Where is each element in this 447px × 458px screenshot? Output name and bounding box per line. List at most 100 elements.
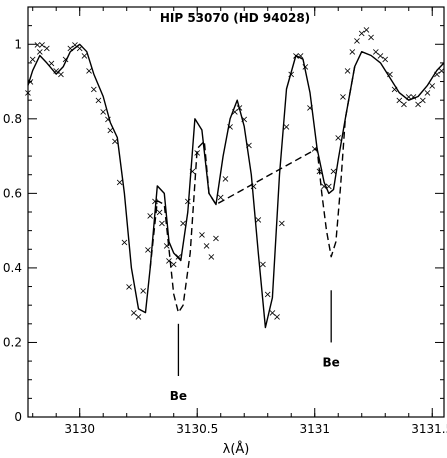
observed-point: × bbox=[202, 241, 210, 252]
observed-point: × bbox=[33, 40, 41, 51]
observed-point: × bbox=[80, 51, 88, 62]
observed-point: × bbox=[61, 55, 69, 66]
observed-point: × bbox=[104, 114, 112, 125]
observed-point: × bbox=[231, 107, 239, 118]
observed-point: × bbox=[376, 51, 384, 62]
observed-point: × bbox=[339, 92, 347, 103]
observed-point: × bbox=[76, 44, 84, 55]
observed-point: × bbox=[165, 256, 173, 267]
observed-point: × bbox=[278, 219, 286, 230]
y-tick-label: 0 bbox=[14, 410, 22, 424]
observed-point: × bbox=[106, 126, 114, 137]
observed-point: × bbox=[395, 96, 403, 107]
x-tick-label: 3131.5 bbox=[411, 422, 447, 436]
observed-point: × bbox=[362, 25, 370, 36]
observed-point: × bbox=[343, 66, 351, 77]
observed-point: × bbox=[188, 167, 196, 178]
observed-point: × bbox=[367, 32, 375, 43]
observed-point: × bbox=[139, 286, 147, 297]
observed-point: × bbox=[226, 122, 234, 133]
observed-point: × bbox=[90, 85, 98, 96]
observed-point: × bbox=[334, 133, 342, 144]
x-axis-label: λ(Å) bbox=[223, 441, 250, 457]
observed-point: × bbox=[381, 55, 389, 66]
chart-title: HIP 53070 (HD 94028) bbox=[160, 11, 310, 25]
observed-point: × bbox=[207, 252, 215, 263]
observed-point: × bbox=[428, 81, 436, 92]
y-tick-label: 0.6 bbox=[3, 186, 22, 200]
x-tick-label: 3130 bbox=[64, 422, 95, 436]
y-axis: 0 0.2 0.4 0.6 0.8 1 bbox=[3, 6, 444, 424]
observed-point: × bbox=[99, 107, 107, 118]
observed-point: × bbox=[144, 245, 152, 256]
observed-point: × bbox=[94, 96, 102, 107]
observed-point: × bbox=[390, 85, 398, 96]
observed-point: × bbox=[409, 92, 417, 103]
observed-point: × bbox=[179, 219, 187, 230]
observed-point: × bbox=[170, 260, 178, 271]
observed-point: × bbox=[221, 174, 229, 185]
observed-point: × bbox=[292, 51, 300, 62]
observed-point: × bbox=[306, 103, 314, 114]
plot-area: ××××××××××××××××××××××××××××××××××××××××… bbox=[24, 25, 446, 329]
observed-point: × bbox=[325, 181, 333, 192]
observed-point: × bbox=[174, 252, 182, 263]
observed-point: × bbox=[423, 88, 431, 99]
observed-point: × bbox=[419, 96, 427, 107]
observed-point: × bbox=[85, 66, 93, 77]
observed-point: × bbox=[111, 137, 119, 148]
observed-point: × bbox=[66, 44, 74, 55]
observed-point: × bbox=[353, 36, 361, 47]
observed-point: × bbox=[358, 29, 366, 40]
observed-point: × bbox=[193, 148, 201, 159]
observed-point: × bbox=[151, 196, 159, 207]
observed-point: × bbox=[71, 40, 79, 51]
observed-point: × bbox=[198, 230, 206, 241]
observed-point: × bbox=[116, 178, 124, 189]
series-line-2 bbox=[149, 66, 356, 314]
observed-point: × bbox=[249, 181, 257, 192]
y-tick-label: 0.4 bbox=[3, 261, 22, 275]
observed-point: × bbox=[315, 167, 323, 178]
observed-point: × bbox=[386, 70, 394, 81]
observed-point: × bbox=[212, 234, 220, 245]
x-axis: 3130 3130.5 3131 3131.5 bbox=[32, 7, 447, 436]
observed-point: × bbox=[146, 211, 154, 222]
be-annotation-label: Be bbox=[170, 389, 187, 403]
observed-point: × bbox=[268, 308, 276, 319]
observed-point: × bbox=[320, 181, 328, 192]
annotation-layer: Be Be bbox=[170, 290, 340, 403]
observed-point: × bbox=[125, 282, 133, 293]
x-tick-label: 3131 bbox=[299, 422, 330, 436]
observed-point: × bbox=[120, 237, 128, 248]
observed-point: × bbox=[47, 58, 55, 69]
observed-point: × bbox=[329, 167, 337, 178]
observed-point: × bbox=[400, 99, 408, 110]
observed-point: × bbox=[184, 196, 192, 207]
observed-point: × bbox=[414, 99, 422, 110]
observed-point: × bbox=[405, 92, 413, 103]
observed-point: × bbox=[254, 215, 262, 226]
observed-point: × bbox=[38, 40, 46, 51]
observed-point: × bbox=[273, 312, 281, 323]
observed-point: × bbox=[437, 66, 445, 77]
observed-point: × bbox=[433, 70, 441, 81]
observed-point: × bbox=[282, 122, 290, 133]
observed-point: × bbox=[130, 308, 138, 319]
series-line-1 bbox=[27, 43, 445, 329]
y-tick-label: 1 bbox=[14, 37, 22, 51]
observed-point: × bbox=[311, 144, 319, 155]
observed-point: × bbox=[245, 140, 253, 151]
observed-point: × bbox=[259, 260, 267, 271]
observed-point: × bbox=[235, 103, 243, 114]
observed-point: × bbox=[217, 193, 225, 204]
observed-point: × bbox=[296, 51, 304, 62]
observed-point: × bbox=[134, 312, 142, 323]
observed-point: × bbox=[301, 62, 309, 73]
observed-point: × bbox=[287, 70, 295, 81]
x-tick-label: 3130.5 bbox=[176, 422, 218, 436]
observed-point: × bbox=[158, 219, 166, 230]
observed-point: × bbox=[240, 114, 248, 125]
y-tick-label: 0.2 bbox=[3, 335, 22, 349]
